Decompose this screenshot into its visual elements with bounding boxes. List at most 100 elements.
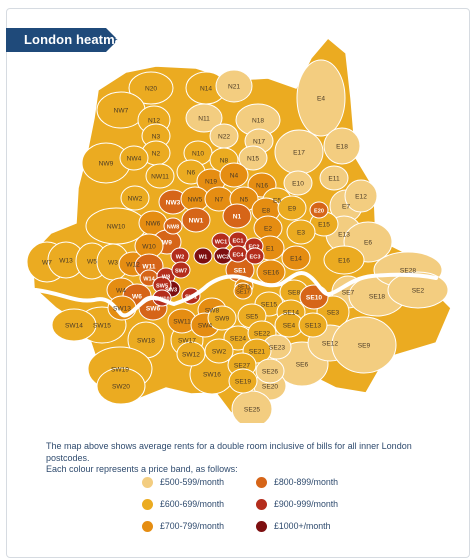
district-label-n2: N2 [152, 151, 161, 158]
district-label-e3: E3 [297, 230, 305, 237]
district-se13 [298, 312, 328, 338]
district-label-n15: N15 [247, 156, 259, 163]
district-label-w9: W9 [162, 240, 172, 247]
district-sw9 [207, 305, 237, 331]
district-n1 [222, 203, 252, 229]
district-label-w7: W7 [42, 260, 52, 267]
district-label-ec2: EC2 [249, 245, 260, 251]
district-label-w10: W10 [142, 244, 156, 251]
legend-swatch-500 [142, 477, 153, 488]
district-label-nw8: NW8 [167, 225, 179, 231]
legend-label-900: £900-999/month [274, 499, 339, 509]
district-label-n18: N18 [252, 118, 264, 125]
district-label-e9: E9 [288, 206, 296, 213]
district-label-se14: SE14 [283, 310, 299, 317]
district-label-wc2: WC2 [217, 255, 229, 261]
district-label-sw7: SW7 [175, 269, 187, 275]
district-label-sw2: SW2 [212, 349, 227, 356]
district-label-sw17: SW17 [178, 338, 196, 345]
district-w1 [193, 247, 213, 265]
district-label-n11: N11 [198, 116, 210, 123]
district-label-e18: E18 [336, 144, 348, 151]
district-label-sw15: SW15 [93, 323, 111, 330]
district-label-w11: W11 [142, 264, 156, 271]
district-se19 [228, 368, 258, 394]
district-label-se6: SE6 [296, 362, 309, 369]
district-label-n4: N4 [230, 173, 239, 180]
district-e16 [323, 245, 365, 275]
district-n15 [238, 145, 268, 171]
district-label-nw9: NW9 [99, 161, 114, 168]
district-sw14 [51, 308, 97, 342]
district-n4 [219, 162, 249, 188]
district-label-sw11: SW11 [173, 319, 191, 326]
district-label-e4: E4 [317, 96, 325, 103]
district-label-se20: SE20 [262, 384, 278, 391]
map-description: The map above shows average rents for a … [46, 441, 446, 476]
district-label-n10: N10 [192, 151, 204, 158]
district-label-se15: SE15 [261, 302, 277, 309]
district-label-n1: N1 [233, 214, 242, 221]
district-e10 [283, 170, 313, 196]
district-label-se27: SE27 [234, 363, 250, 370]
district-label-nw10: NW10 [107, 224, 126, 231]
district-e3 [286, 219, 316, 245]
district-label-se5: SE5 [246, 314, 259, 321]
district-label-se13: SE13 [305, 323, 321, 330]
district-label-sw14: SW14 [65, 323, 83, 330]
legend-swatch-700 [142, 521, 153, 532]
district-label-n6: N6 [187, 170, 196, 177]
district-label-se4: SE4 [283, 323, 296, 330]
district-label-se26: SE26 [262, 369, 278, 376]
district-sw20 [96, 367, 146, 405]
postcode-map: N20 N14 N21 E4 NW7 N12 N11 N18 N3 N22 N17 N2 N10 E17 E… [26, 36, 452, 428]
district-label-se25: SE25 [244, 407, 260, 414]
title-banner: London heatmap [6, 28, 130, 52]
district-label-se22: SE22 [254, 331, 270, 338]
district-label-se24: SE24 [230, 336, 246, 343]
district-label-nw3: NW3 [166, 200, 181, 207]
district-label-n20: N20 [145, 86, 157, 93]
legend-label-500: £500-599/month [160, 477, 225, 487]
district-layer [26, 59, 449, 428]
district-label-nw2: NW2 [128, 196, 143, 203]
page-title: London heatmap [24, 32, 131, 47]
district-nw11 [145, 163, 175, 189]
district-label-e17: E17 [293, 150, 305, 157]
district-label-sw6: SW6 [146, 306, 161, 313]
district-label-sw19: SW19 [111, 367, 129, 374]
district-label-nw7: NW7 [114, 108, 129, 115]
district-e9 [277, 195, 307, 221]
district-nw8 [163, 217, 183, 235]
district-labels: N20 N14 N21 E4 NW7 N12 N11 N18 N3 N22 N17 N2 N10 E17 E… [42, 84, 425, 414]
district-e14 [281, 245, 311, 271]
district-label-sw20: SW20 [112, 384, 130, 391]
district-label-n12: N12 [148, 118, 160, 125]
district-label-e6: E6 [364, 240, 372, 247]
district-label-e2: E2 [264, 226, 272, 233]
london-map: N20 N14 N21 E4 NW7 N12 N11 N18 N3 N22 N17 N2 N10 E17 E… [6, 36, 468, 428]
district-label-w8: W8 [162, 275, 170, 281]
district-label-n17: N17 [253, 139, 265, 146]
district-se26 [255, 358, 285, 384]
district-label-n3: N3 [152, 134, 161, 141]
district-label-se9: SE9 [358, 343, 371, 350]
district-ec3 [245, 247, 265, 265]
district-label-wc1: WC1 [215, 240, 227, 246]
district-label-se7: SE7 [342, 290, 355, 297]
district-label-se19: SE19 [235, 379, 251, 386]
district-nw4 [119, 145, 149, 171]
district-label-nw1: NW1 [189, 218, 204, 225]
district-label-n14: N14 [200, 86, 212, 93]
district-label-e11: E11 [328, 176, 340, 183]
district-label-e15: E15 [318, 222, 330, 229]
description-line-1: The map above shows average rents for a … [46, 441, 412, 463]
description-line-2: Each colour represents a price band, as … [46, 464, 238, 474]
district-se9 [331, 316, 397, 374]
district-label-e10: E10 [292, 181, 304, 188]
district-label-sw1: SW1 [185, 295, 197, 301]
district-label-sw3: SW3 [165, 288, 177, 294]
district-label-e14: E14 [290, 256, 302, 263]
legend-label-1000: £1000+/month [274, 521, 331, 531]
district-label-se12: SE12 [322, 341, 338, 348]
